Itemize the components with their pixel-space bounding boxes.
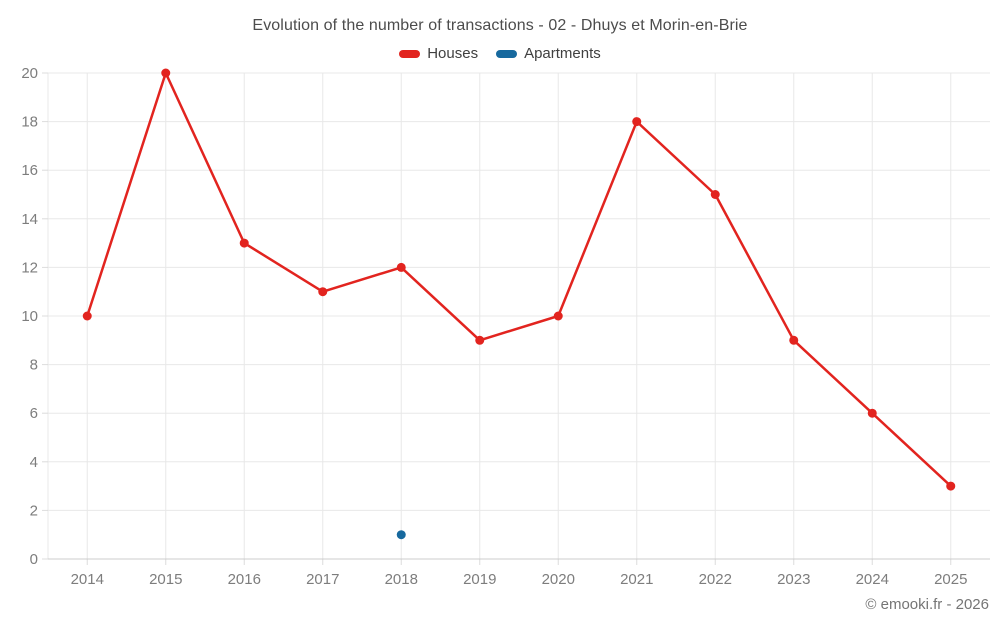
legend-label-houses: Houses <box>427 45 479 62</box>
apartments-point-2018[interactable] <box>396 530 406 540</box>
copyright: © emooki.fr - 2026 <box>865 596 989 613</box>
houses-point-2022[interactable] <box>710 190 720 199</box>
y-axis-label: 10 <box>21 308 38 325</box>
x-axis-label: 2015 <box>149 571 182 588</box>
legend-item-apartments[interactable]: Apartments <box>496 45 601 62</box>
y-axis-label: 6 <box>30 405 38 422</box>
houses-point-2023[interactable] <box>789 335 799 345</box>
x-axis-label: 2023 <box>777 571 810 588</box>
legend: Houses Apartments <box>0 45 1000 62</box>
houses-point-2025[interactable] <box>946 481 956 491</box>
y-axis-label: 12 <box>21 259 38 276</box>
houses-point-2019[interactable] <box>475 335 485 345</box>
houses-point-2024[interactable] <box>867 408 877 418</box>
x-axis-label: 2019 <box>463 571 496 588</box>
x-axis-label: 2024 <box>856 571 889 588</box>
houses-point-2014[interactable] <box>82 311 92 321</box>
y-axis-label: 4 <box>30 454 38 471</box>
y-axis-label: 20 <box>21 65 38 82</box>
x-axis-label: 2025 <box>934 571 967 588</box>
y-axis-label: 8 <box>30 357 38 374</box>
y-axis-label: 2 <box>30 502 38 519</box>
houses-point-2017[interactable] <box>318 287 328 297</box>
houses-point-2015[interactable] <box>161 68 171 78</box>
x-axis-label: 2016 <box>228 571 261 588</box>
houses-point-2020[interactable] <box>553 311 563 321</box>
houses-point-2016[interactable] <box>239 238 249 248</box>
y-axis-label: 14 <box>21 211 38 228</box>
x-axis-label: 2017 <box>306 571 339 588</box>
apartments-swatch-icon <box>496 49 518 58</box>
x-axis-label: 2018 <box>385 571 418 588</box>
legend-label-apartments: Apartments <box>524 45 601 62</box>
y-axis-label: 18 <box>21 114 38 131</box>
houses-point-2018[interactable] <box>396 262 406 272</box>
houses-point-2021[interactable] <box>632 117 642 127</box>
x-axis-label: 2020 <box>542 571 575 588</box>
x-axis-label: 2021 <box>620 571 653 588</box>
houses-line <box>86 71 952 488</box>
legend-item-houses[interactable]: Houses <box>399 45 478 62</box>
y-axis-label: 16 <box>21 162 38 179</box>
y-axis-label: 0 <box>30 551 38 568</box>
chart-title: Evolution of the number of transactions … <box>252 17 748 34</box>
x-axis-label: 2022 <box>699 571 732 588</box>
x-axis-label: 2014 <box>71 571 104 588</box>
houses-swatch-icon <box>399 49 421 58</box>
